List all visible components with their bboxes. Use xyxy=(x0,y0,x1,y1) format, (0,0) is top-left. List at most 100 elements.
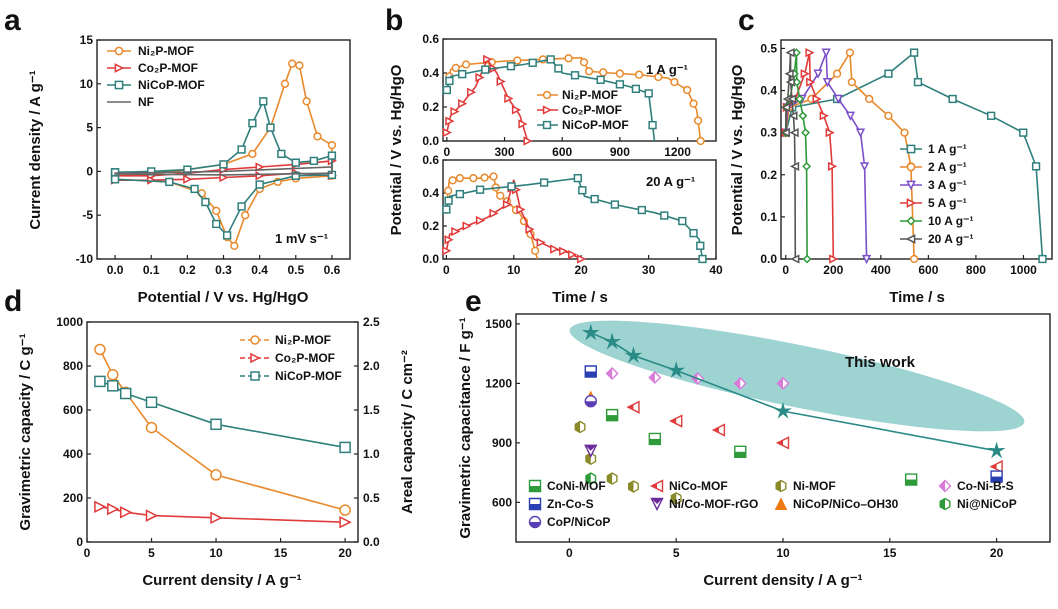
y-tick-label: 0.5 xyxy=(760,41,777,55)
y2-tick-label: 0.0 xyxy=(363,535,380,549)
x-tick-label: 800 xyxy=(966,263,986,277)
y-tick-label: 600 xyxy=(492,495,512,509)
data-point xyxy=(990,470,1003,483)
x-tick-label: 10 xyxy=(209,546,223,560)
x-tick-label: 0.3 xyxy=(215,263,232,277)
data-point xyxy=(536,237,546,248)
data-point xyxy=(528,58,537,67)
y-tick-label: 0.0 xyxy=(422,252,439,266)
data-point xyxy=(210,511,223,525)
data-point xyxy=(480,173,489,182)
data-point xyxy=(948,94,957,104)
panel-letter-e: e xyxy=(465,285,482,318)
data-point xyxy=(145,509,159,522)
marker-fill xyxy=(692,372,698,384)
data-point xyxy=(865,94,874,104)
data-point xyxy=(539,178,549,187)
x-tick-label: 15 xyxy=(883,546,897,560)
marker-fill xyxy=(670,418,677,424)
legend-marker xyxy=(906,180,916,191)
legend-label: Zn-Co-S xyxy=(547,497,594,511)
data-point xyxy=(696,136,705,146)
data-point xyxy=(637,205,647,215)
data-point xyxy=(550,244,560,254)
data-point xyxy=(554,64,563,73)
data-point xyxy=(913,77,923,87)
data-point xyxy=(845,111,856,121)
legend-marker xyxy=(528,497,542,511)
data-point xyxy=(339,441,351,454)
data-point xyxy=(516,204,526,215)
data-point xyxy=(190,184,199,194)
data-point xyxy=(644,89,653,98)
data-point xyxy=(615,80,625,89)
data-point xyxy=(502,199,513,210)
data-point xyxy=(339,515,352,529)
data-point xyxy=(599,68,608,77)
legend-label: NiCoP-MOF xyxy=(138,78,205,92)
data-point xyxy=(442,85,451,95)
marker-outline xyxy=(774,497,788,510)
y-tick-label: 5 xyxy=(86,121,93,135)
data-point xyxy=(455,174,465,183)
data-point xyxy=(442,246,452,256)
data-point xyxy=(585,452,597,466)
data-point xyxy=(584,395,597,408)
data-point xyxy=(461,60,471,69)
this-work-point xyxy=(987,441,1006,459)
y-tick-label: 0.4 xyxy=(422,186,439,200)
data-point xyxy=(785,77,795,87)
data-point xyxy=(570,71,580,80)
x-tick-label: 1000 xyxy=(1010,263,1037,277)
data-point xyxy=(806,77,816,87)
data-point xyxy=(248,119,257,128)
data-point xyxy=(909,254,919,264)
legend-label: CoP/NiCoP xyxy=(547,515,610,529)
y-axis-label: Gravimetric capacity / C g⁻¹ xyxy=(17,333,34,530)
data-point xyxy=(183,174,193,184)
marker-fill xyxy=(575,421,581,433)
highlight-ellipse xyxy=(569,320,1025,432)
data-point xyxy=(660,211,669,220)
marker-fill xyxy=(529,486,541,492)
y-tick-label: 0 xyxy=(86,164,93,178)
data-point xyxy=(212,206,221,215)
data-point xyxy=(313,132,322,141)
series-line xyxy=(99,506,346,523)
data-point xyxy=(442,127,452,138)
data-point xyxy=(798,111,808,121)
data-point xyxy=(788,111,798,121)
marker-fill xyxy=(940,498,945,510)
data-point xyxy=(833,94,843,105)
marker-fill xyxy=(777,377,783,389)
data-point xyxy=(467,87,477,97)
panel-letter-b: b xyxy=(385,4,403,37)
data-point xyxy=(578,186,587,195)
legend-label: Ni-MOF xyxy=(793,479,836,493)
y-tick-label: 0.4 xyxy=(760,84,777,98)
y-tick-label: 0.0 xyxy=(760,252,777,266)
marker-fill xyxy=(651,483,657,489)
data-point xyxy=(900,128,909,137)
data-point xyxy=(785,48,795,58)
plot-frame xyxy=(86,321,359,543)
data-point xyxy=(670,77,679,87)
data-point xyxy=(469,174,478,183)
legend-label: NiCoP/NiCo–OH30 xyxy=(793,497,899,511)
data-point xyxy=(507,182,516,191)
data-point xyxy=(119,506,133,519)
marker-fill xyxy=(529,522,541,528)
data-point xyxy=(784,69,794,79)
marker-fill xyxy=(607,473,613,485)
data-point xyxy=(445,76,454,86)
legend-marker xyxy=(775,479,787,493)
data-point xyxy=(577,254,587,264)
x-tick-label: 30 xyxy=(642,263,656,277)
data-point xyxy=(266,123,275,132)
legend-marker xyxy=(906,144,916,154)
x-axis-label: Time / s xyxy=(552,289,608,306)
legend-marker xyxy=(250,371,260,381)
x-tick-label: 0.6 xyxy=(324,263,341,277)
data-point xyxy=(511,105,522,115)
